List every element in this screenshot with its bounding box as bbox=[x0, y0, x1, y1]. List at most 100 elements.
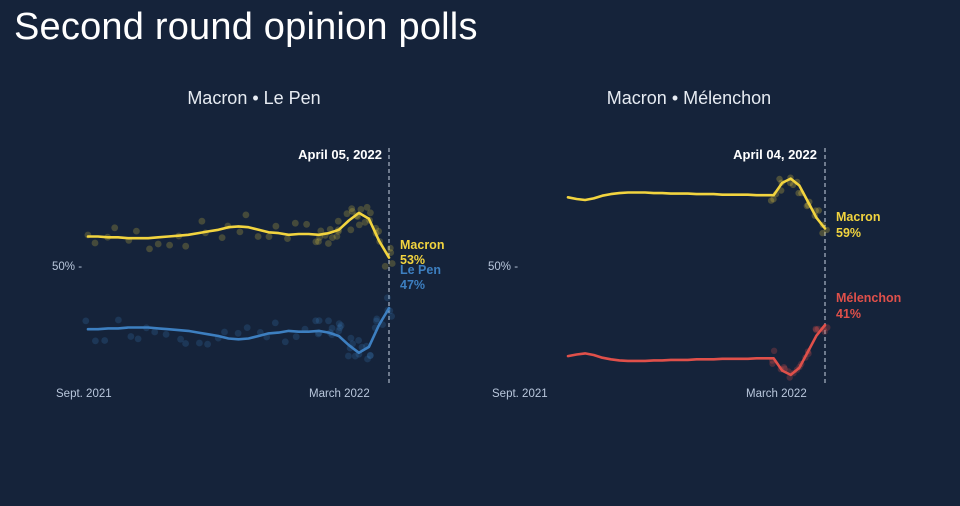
poll-dot-macron bbox=[111, 224, 119, 232]
chart-title: Macron • Mélenchon bbox=[607, 88, 771, 108]
x-tick-march-2022: March 2022 bbox=[746, 388, 807, 400]
poll-dot-lepen bbox=[366, 352, 374, 360]
poll-dot-lepen bbox=[151, 328, 159, 336]
poll-dot-lepen bbox=[351, 352, 359, 360]
poll-dot-lepen bbox=[337, 322, 345, 329]
series-value-macron: 53% bbox=[400, 253, 425, 267]
poll-dot-lepen bbox=[92, 337, 99, 345]
poll-dot-mlenchon bbox=[812, 326, 820, 334]
poll-dot-macron bbox=[133, 227, 140, 235]
poll-dot-lepen bbox=[315, 317, 323, 324]
poll-dot-macron bbox=[347, 226, 355, 234]
poll-dot-macron bbox=[357, 206, 365, 213]
poll-dot-lepen bbox=[243, 324, 251, 331]
series-line-lepen bbox=[86, 306, 391, 355]
poll-dot-lepen bbox=[115, 316, 122, 324]
poll-dot-lepen bbox=[234, 329, 242, 337]
poll-dot-macron bbox=[787, 179, 794, 187]
series-label-macron: Macron bbox=[400, 238, 444, 252]
poll-dot-macron bbox=[218, 234, 226, 242]
poll-dot-lepen bbox=[127, 333, 135, 340]
chart-macron-lepen: Macron • Le Pen April 05, 2022 50% - Sep… bbox=[52, 88, 444, 400]
poll-dot-lepen bbox=[325, 317, 332, 325]
poll-dot-macron bbox=[182, 242, 190, 250]
poll-dot-lepen bbox=[373, 315, 381, 323]
poll-dot-macron bbox=[334, 217, 342, 225]
x-tick-sept-2021: Sept. 2021 bbox=[492, 388, 548, 400]
series-label-macron: Macron bbox=[836, 210, 880, 224]
poll-dot-lepen bbox=[182, 340, 190, 347]
poll-dot-lepen bbox=[384, 294, 391, 302]
poll-dot-macron bbox=[815, 207, 822, 214]
poll-dot-macron bbox=[348, 208, 356, 215]
series-line-macron bbox=[566, 177, 827, 230]
poll-dot-mlenchon bbox=[769, 360, 776, 367]
poll-dot-lepen bbox=[364, 355, 371, 363]
poll-dot-lepen bbox=[312, 317, 320, 325]
poll-dot-lepen bbox=[347, 334, 355, 342]
poll-dot-macron bbox=[770, 196, 777, 203]
poll-dot-macron bbox=[166, 241, 174, 249]
poll-dot-macron bbox=[387, 249, 395, 256]
poll-dot-macron bbox=[343, 210, 351, 218]
series-label-lepen: Le Pen bbox=[400, 263, 441, 277]
poll-dot-macron bbox=[355, 221, 363, 229]
poll-dot-macron bbox=[146, 245, 153, 253]
series-line-macron bbox=[86, 211, 391, 259]
poll-dot-macron bbox=[198, 217, 206, 225]
poll-dot-macron bbox=[254, 233, 262, 240]
series-label-melenchon: Mélenchon bbox=[836, 291, 901, 305]
poll-dot-lepen bbox=[101, 337, 109, 344]
chart-macron-melenchon: Macron • Mélenchon April 04, 2022 50% - … bbox=[488, 88, 901, 400]
poll-dot-macron bbox=[361, 218, 369, 226]
poll-dot-macron bbox=[795, 189, 802, 197]
poll-dot-lepen bbox=[271, 319, 279, 327]
date-marker-label: April 04, 2022 bbox=[733, 147, 817, 162]
poll-dot-macron bbox=[333, 233, 341, 240]
poll-dot-lepen bbox=[196, 339, 203, 347]
poll-dot-macron bbox=[375, 227, 382, 235]
y-tick-50: 50% - bbox=[488, 261, 518, 273]
poll-dot-lepen bbox=[204, 340, 212, 348]
series-value-macron: 59% bbox=[836, 226, 861, 240]
poll-dot-macron bbox=[348, 205, 356, 213]
poll-dot-macron bbox=[329, 234, 336, 242]
poll-dot-lepen bbox=[345, 352, 352, 360]
poll-dot-macron bbox=[819, 229, 826, 237]
poll-dot-macron bbox=[154, 240, 162, 248]
poll-dot-lepen bbox=[355, 337, 362, 344]
poll-dot-macron bbox=[388, 260, 396, 267]
poll-dot-macron bbox=[367, 209, 374, 217]
date-marker-label: April 05, 2022 bbox=[298, 147, 382, 162]
poll-dot-macron bbox=[265, 233, 273, 241]
poll-dot-lepen bbox=[373, 317, 380, 325]
poll-dot-mlenchon bbox=[770, 347, 778, 354]
poll-dot-lepen bbox=[366, 351, 374, 359]
poll-dot-lepen bbox=[134, 335, 142, 343]
page-title: Second round opinion polls bbox=[14, 6, 478, 48]
poll-dot-macron bbox=[91, 239, 99, 247]
poll-dot-lepen bbox=[292, 333, 300, 341]
poll-dot-macron bbox=[386, 244, 394, 252]
poll-dot-lepen bbox=[281, 338, 289, 346]
poll-dot-mlenchon bbox=[821, 328, 828, 335]
x-tick-march-2022: March 2022 bbox=[309, 388, 370, 400]
poll-dot-macron bbox=[303, 220, 310, 228]
poll-dot-macron bbox=[284, 235, 291, 243]
poll-dot-lepen bbox=[336, 324, 344, 331]
poll-dot-lepen bbox=[388, 312, 395, 320]
poll-dot-macron bbox=[381, 262, 389, 270]
poll-dot-macron bbox=[363, 203, 371, 211]
chart-title: Macron • Le Pen bbox=[187, 88, 320, 108]
poll-dot-mlenchon bbox=[812, 325, 819, 333]
poll-dot-macron bbox=[778, 187, 785, 194]
poll-dot-lepen bbox=[335, 327, 343, 335]
series-line-mlenchon bbox=[566, 323, 827, 377]
poll-dot-macron bbox=[315, 238, 322, 245]
poll-dot-macron bbox=[272, 222, 280, 230]
poll-dot-macron bbox=[317, 227, 325, 235]
poll-dot-macron bbox=[312, 238, 320, 246]
poll-dot-lepen bbox=[328, 324, 336, 332]
series-value-lepen: 47% bbox=[400, 278, 425, 292]
